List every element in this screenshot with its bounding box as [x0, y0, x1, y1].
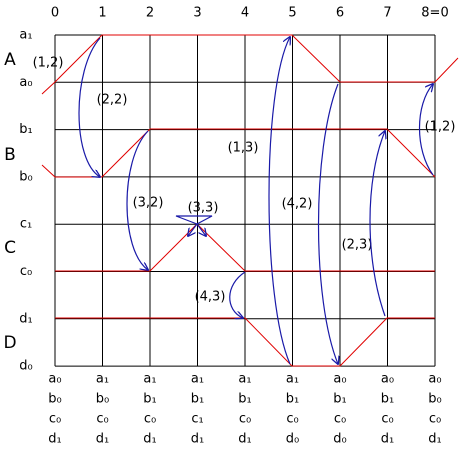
row-label: a₁	[19, 28, 32, 43]
column-label: 4	[241, 6, 249, 21]
column-label: 8=0	[421, 6, 448, 21]
row-label: b₁	[19, 122, 32, 137]
transition-arrow	[196, 223, 206, 236]
state-label: a₀	[48, 372, 61, 387]
row-label: a₀	[19, 75, 32, 90]
transition-arrow	[268, 37, 290, 365]
trajectory-b	[41, 128, 436, 178]
state-label: b₀	[48, 392, 61, 407]
transition-arrow	[188, 223, 198, 236]
labels: 0 1 2 3 4 5 6 7 8=0 a₁ a₀ b₁ b₀ c₁ c₀ d₁ d₀ A B C Da₀ b₀ c₀ d₁ a…	[3, 6, 455, 447]
row-label: d₁	[19, 311, 32, 326]
state-label: d₀	[333, 432, 346, 447]
transition-arrows	[78, 37, 434, 365]
state-label: d₁	[381, 432, 394, 447]
transition-label: (1,2)	[425, 120, 456, 135]
row-label: d₀	[19, 359, 32, 374]
state-label: c₀	[144, 412, 156, 427]
state-label: d₁	[143, 432, 156, 447]
column-label: 7	[383, 6, 391, 21]
column-label: 0	[51, 6, 59, 21]
state-label: c₀	[49, 412, 61, 427]
trajectory-d	[55, 317, 435, 367]
state-label: d₁	[428, 432, 441, 447]
transition-label: (1,3)	[228, 141, 259, 156]
state-label: c₀	[381, 412, 393, 427]
column-label: 1	[98, 6, 106, 21]
state-label: a₁	[238, 372, 251, 387]
trajectories	[41, 34, 459, 367]
state-label: a₁	[96, 372, 109, 387]
state-label: d₁	[238, 432, 251, 447]
state-label: d₁	[191, 432, 204, 447]
state-label: b₁	[143, 392, 156, 407]
column-label: 3	[193, 6, 201, 21]
transition-arrow	[126, 130, 148, 270]
state-label: c₀	[429, 412, 441, 427]
state-label: c₀	[334, 412, 346, 427]
trajectory-a	[41, 34, 459, 95]
state-label: c₀	[286, 412, 298, 427]
state-label: a₁	[286, 372, 299, 387]
group-label: A	[4, 50, 16, 70]
column-label: 5	[288, 6, 296, 21]
state-label: a₁	[143, 372, 156, 387]
column-label: 6	[336, 6, 344, 21]
group-label: C	[4, 238, 16, 258]
state-label: b₀	[96, 392, 109, 407]
grid	[54, 34, 436, 367]
transition-arrow	[369, 131, 385, 317]
transition-arrow	[175, 215, 213, 225]
state-label: b₁	[286, 392, 299, 407]
state-label: d₀	[286, 432, 299, 447]
state-label: a₀	[428, 372, 441, 387]
column-label: 2	[146, 6, 154, 21]
transition-label: (1,2)	[33, 56, 64, 71]
state-label: b₁	[191, 392, 204, 407]
state-label: d₁	[48, 432, 61, 447]
state-label: b₁	[333, 392, 346, 407]
row-label: b₀	[19, 169, 32, 184]
state-label: d₁	[96, 432, 109, 447]
transition-label: (4,3)	[195, 290, 226, 305]
transition-arrow	[78, 37, 100, 177]
state-label: b₁	[381, 392, 394, 407]
transition-label: (4,2)	[282, 197, 313, 212]
state-label: b₁	[238, 392, 251, 407]
row-label: c₁	[20, 217, 32, 232]
transition-arrow	[317, 83, 339, 364]
transition-arrow	[419, 84, 434, 176]
transition-label: (2,2)	[97, 93, 128, 108]
row-label: c₀	[20, 264, 32, 279]
state-label: c₁	[191, 412, 203, 427]
state-label: a₁	[191, 372, 204, 387]
state-label: c₀	[96, 412, 108, 427]
transition-label: (3,2)	[133, 196, 164, 211]
state-label: b₀	[428, 392, 441, 407]
transition-label: (2,3)	[342, 238, 373, 253]
transition-arrow	[229, 271, 246, 318]
transition-label: (3,3)	[188, 201, 219, 216]
group-label: B	[4, 145, 16, 165]
state-label: a₀	[381, 372, 394, 387]
state-label: a₀	[333, 372, 346, 387]
state-label: c₀	[239, 412, 251, 427]
group-label: D	[3, 333, 16, 353]
